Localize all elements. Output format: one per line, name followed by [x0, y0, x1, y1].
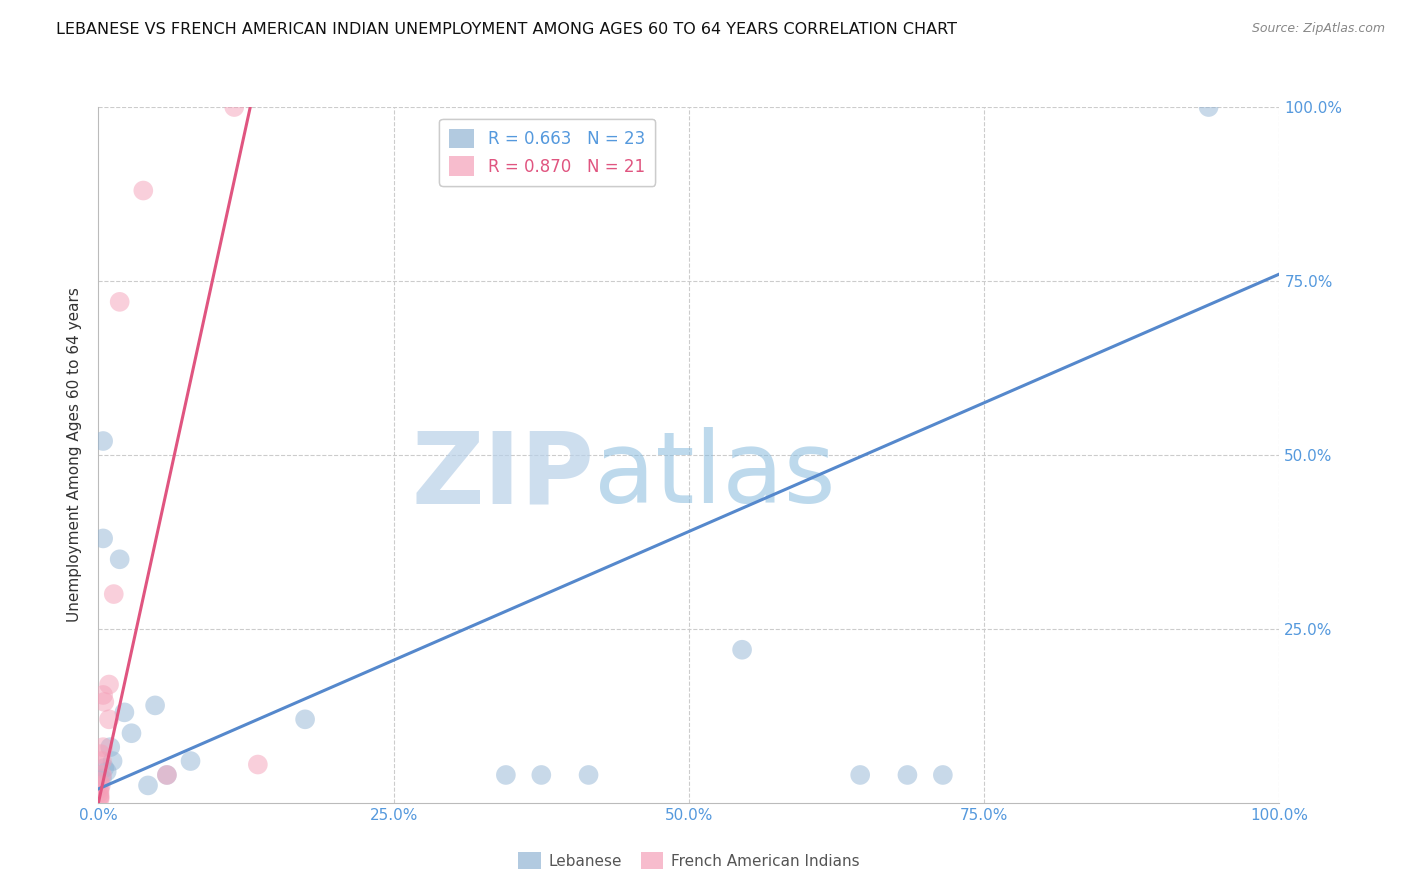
Point — [246, 757, 269, 772]
Point — [98, 712, 121, 726]
Point — [121, 726, 143, 740]
Point — [93, 695, 115, 709]
Point — [91, 434, 114, 448]
Legend: Lebanese, French American Indians: Lebanese, French American Indians — [512, 846, 866, 875]
Point — [90, 778, 112, 792]
Point — [101, 754, 124, 768]
Point — [108, 294, 131, 309]
Point — [294, 712, 316, 726]
Point — [98, 677, 121, 691]
Point — [731, 642, 754, 657]
Point — [91, 688, 114, 702]
Point — [89, 790, 111, 805]
Point — [156, 768, 179, 782]
Y-axis label: Unemployment Among Ages 60 to 64 years: Unemployment Among Ages 60 to 64 years — [67, 287, 83, 623]
Point — [932, 768, 955, 782]
Point — [89, 789, 111, 803]
Point — [1198, 100, 1220, 114]
Point — [90, 747, 112, 761]
Text: ZIP: ZIP — [412, 427, 595, 524]
Point — [132, 184, 155, 198]
Point — [91, 532, 114, 546]
Point — [530, 768, 553, 782]
Legend: R = 0.663   N = 23, R = 0.870   N = 21: R = 0.663 N = 23, R = 0.870 N = 21 — [440, 119, 655, 186]
Point — [91, 772, 114, 786]
Text: LEBANESE VS FRENCH AMERICAN INDIAN UNEMPLOYMENT AMONG AGES 60 TO 64 YEARS CORREL: LEBANESE VS FRENCH AMERICAN INDIAN UNEMP… — [56, 22, 957, 37]
Point — [849, 768, 872, 782]
Point — [156, 768, 179, 782]
Point — [112, 706, 135, 720]
Text: Source: ZipAtlas.com: Source: ZipAtlas.com — [1251, 22, 1385, 36]
Point — [143, 698, 166, 713]
Point — [89, 792, 111, 806]
Point — [96, 764, 118, 779]
Point — [578, 768, 600, 782]
Point — [89, 781, 111, 796]
Text: atlas: atlas — [595, 427, 837, 524]
Point — [495, 768, 517, 782]
Point — [91, 754, 114, 768]
Point — [91, 740, 114, 755]
Point — [896, 768, 918, 782]
Point — [224, 100, 246, 114]
Point — [89, 775, 111, 789]
Point — [89, 785, 111, 799]
Point — [103, 587, 125, 601]
Point — [98, 740, 121, 755]
Point — [91, 768, 114, 782]
Point — [108, 552, 131, 566]
Point — [180, 754, 202, 768]
Point — [136, 778, 159, 792]
Point — [93, 761, 115, 775]
